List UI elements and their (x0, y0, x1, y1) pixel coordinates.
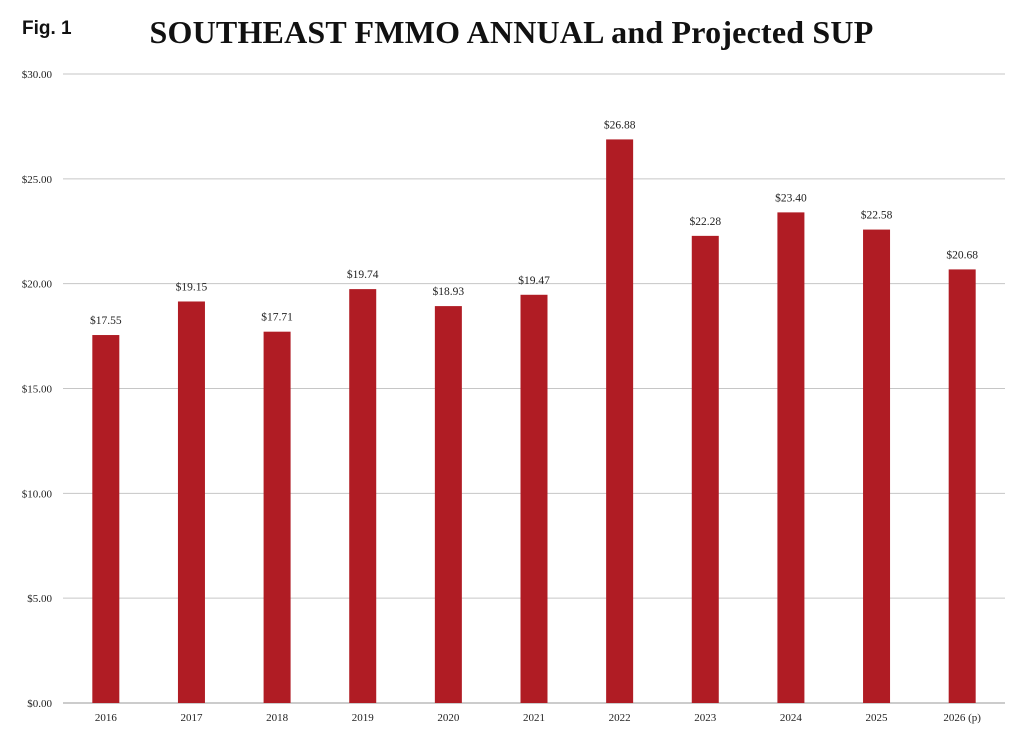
y-tick-label: $0.00 (27, 698, 52, 710)
y-tick-label: $30.00 (22, 69, 53, 81)
bar (349, 289, 377, 703)
x-tick-label: 2024 (780, 712, 803, 724)
data-label: $19.74 (347, 268, 379, 281)
data-label: $18.93 (433, 285, 465, 298)
x-tick-label: 2016 (95, 712, 118, 724)
x-tick-label: 2023 (694, 712, 717, 724)
bar (263, 331, 291, 703)
figure-label: Fig. 1 (22, 18, 72, 39)
bar (520, 294, 548, 703)
x-tick-label: 2017 (180, 712, 203, 724)
y-tick-label: $5.00 (27, 593, 52, 605)
chart-title: SOUTHEAST FMMO ANNUAL and Projected SUP (149, 14, 874, 50)
bar (92, 335, 120, 703)
bar (948, 269, 976, 703)
x-tick-label: 2018 (266, 712, 289, 724)
bar (177, 301, 205, 703)
x-tick-label: 2022 (609, 712, 631, 724)
x-tick-label: 2019 (352, 712, 375, 724)
data-label: $23.40 (775, 191, 807, 204)
data-label: $20.68 (946, 248, 978, 261)
data-label: $22.28 (689, 215, 721, 228)
bar (606, 139, 634, 703)
x-tick-label: 2025 (866, 712, 889, 724)
y-tick-label: $10.00 (22, 488, 53, 500)
y-tick-label: $20.00 (22, 279, 53, 291)
y-tick-label: $25.00 (22, 174, 53, 186)
data-label: $17.55 (90, 314, 122, 327)
x-tick-label: 2021 (523, 712, 545, 724)
data-label: $17.71 (261, 311, 293, 324)
bar (777, 212, 805, 703)
y-tick-label: $15.00 (22, 384, 53, 396)
x-tick-label: 2026 (p) (943, 712, 981, 724)
bar (863, 229, 891, 703)
data-label: $19.15 (176, 280, 208, 293)
bar (691, 235, 719, 703)
x-tick-label: 2020 (437, 712, 460, 724)
bar (434, 306, 462, 703)
data-label: $22.58 (861, 209, 893, 222)
data-label: $19.47 (518, 274, 550, 287)
data-label: $26.88 (604, 118, 636, 131)
